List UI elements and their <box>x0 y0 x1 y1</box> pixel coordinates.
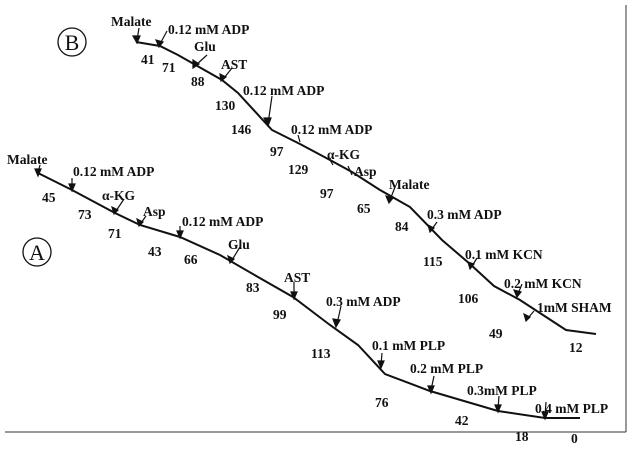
rate-value: 49 <box>489 326 503 341</box>
rate-value: 76 <box>375 395 389 410</box>
rate-value: 84 <box>395 219 409 234</box>
rate-value: 66 <box>184 252 198 267</box>
rate-value: 43 <box>148 244 162 259</box>
addition-label: α-KG <box>102 188 136 203</box>
rate-value: 83 <box>246 280 260 295</box>
rate-value: 115 <box>423 254 443 269</box>
addition-label: 0.2 mM KCN <box>504 276 582 291</box>
rate-value: 71 <box>108 226 122 241</box>
rate-value: 12 <box>569 340 583 355</box>
rate-value: 88 <box>191 74 205 89</box>
rate-value: 106 <box>458 291 479 306</box>
addition-label: Malate <box>7 152 47 167</box>
rate-value: 71 <box>162 60 176 75</box>
addition-label: 1mM SHAM <box>537 300 612 315</box>
rate-value: 130 <box>215 98 236 113</box>
addition-label: α-KG <box>327 147 361 162</box>
rate-value: 65 <box>357 201 371 216</box>
rate-value: 73 <box>78 207 92 222</box>
rate-value: 97 <box>270 144 284 159</box>
rate-value: 113 <box>311 346 331 361</box>
rate-value: 97 <box>320 186 334 201</box>
addition-label: Glu <box>194 39 216 54</box>
addition-label: 0.3 mM ADP <box>326 294 401 309</box>
addition-label: Asp <box>143 204 166 219</box>
additions-a: Malate 0.12 mM ADP α-KG Asp 0.12 mM ADP … <box>7 152 608 416</box>
addition-label: Malate <box>389 177 429 192</box>
rate-value: 45 <box>42 190 56 205</box>
panel-label-a: A <box>22 237 52 267</box>
rate-value: 42 <box>455 413 469 428</box>
addition-label: Asp <box>354 164 377 179</box>
addition-label: Glu <box>228 237 250 252</box>
rates-b: 41 71 88 130 146 97 129 97 65 84 115 106… <box>141 52 583 355</box>
addition-label: 0.12 mM ADP <box>73 164 154 179</box>
rate-value: 0 <box>571 431 578 446</box>
addition-label: AST <box>221 57 247 72</box>
rate-value: 146 <box>231 122 252 137</box>
addition-label: 0.1 mM PLP <box>372 338 445 353</box>
rate-value: 99 <box>273 307 287 322</box>
addition-label: AST <box>284 270 310 285</box>
addition-label: 0.12 mM ADP <box>168 22 249 37</box>
arrows-b <box>131 27 535 323</box>
panel-label-b: B <box>57 27 87 57</box>
rate-value: 129 <box>288 162 309 177</box>
addition-label: Malate <box>111 14 151 29</box>
addition-label: 0.12 mM ADP <box>291 122 372 137</box>
addition-label: 0.3mM PLP <box>467 383 537 398</box>
addition-label: 0.3 mM ADP <box>427 207 502 222</box>
rate-value: 41 <box>141 52 155 67</box>
addition-label: 0.1 mM KCN <box>465 247 543 262</box>
trace-b <box>135 41 597 335</box>
addition-label: 0.12 mM ADP <box>182 214 263 229</box>
addition-label: 0.2 mM PLP <box>410 361 483 376</box>
rates-a: 45 73 71 43 66 83 99 113 76 42 18 0 <box>42 190 578 446</box>
rate-value: 18 <box>515 429 529 444</box>
addition-label: 0.12 mM ADP <box>243 83 324 98</box>
svg-text:A: A <box>29 240 45 265</box>
additions-b: Malate 0.12 mM ADP Glu AST 0.12 mM ADP 0… <box>111 14 612 315</box>
addition-label: 0.4 mM PLP <box>535 401 608 416</box>
svg-text:B: B <box>65 30 80 55</box>
arrows-a <box>34 164 549 421</box>
